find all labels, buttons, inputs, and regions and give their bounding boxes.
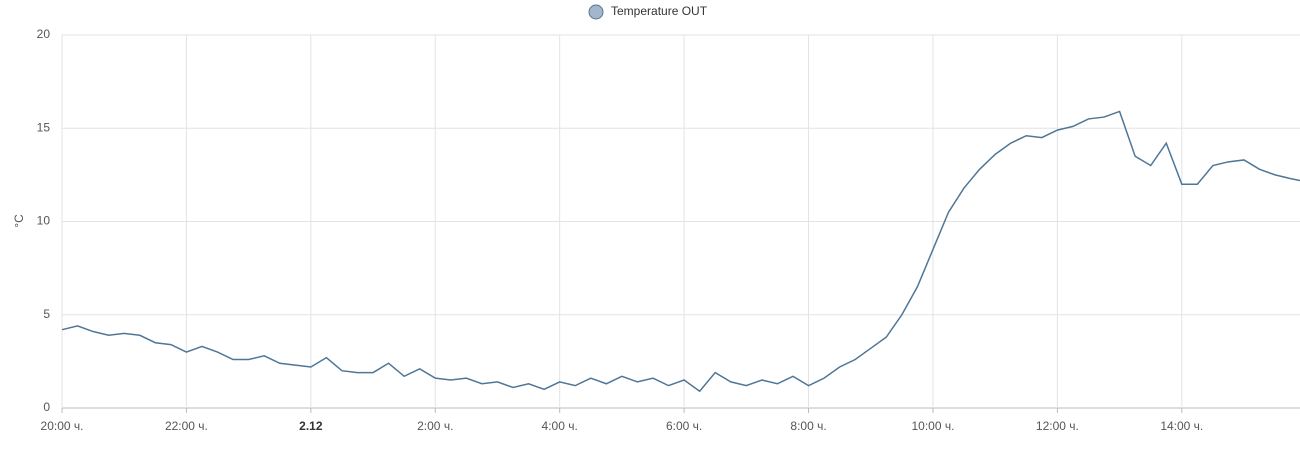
x-tick-label: 2.12: [299, 419, 323, 433]
x-tick-label: 12:00 ч.: [1036, 419, 1079, 433]
legend-label: Temperature OUT: [611, 4, 708, 18]
x-tick-label: 2:00 ч.: [417, 419, 453, 433]
y-axis-label: °C: [12, 214, 26, 228]
legend-marker: [588, 4, 604, 20]
x-tick-label: 4:00 ч.: [542, 419, 578, 433]
x-tick-label: 6:00 ч.: [666, 419, 702, 433]
x-tick-label: 10:00 ч.: [911, 419, 954, 433]
y-tick-label: 15: [37, 120, 51, 134]
x-tick-label: 22:00 ч.: [165, 419, 208, 433]
line: [61, 110, 1300, 393]
y-tick-label: 20: [37, 27, 51, 41]
x-tick-label: 8:00 ч.: [790, 419, 826, 433]
x-tick-label: 14:00 ч.: [1160, 419, 1203, 433]
x-tick-label: 20:00 ч.: [41, 419, 84, 433]
y-tick-label: 0: [43, 400, 50, 414]
y-tick-label: 5: [43, 307, 50, 321]
y-tick-label: 10: [37, 214, 51, 228]
